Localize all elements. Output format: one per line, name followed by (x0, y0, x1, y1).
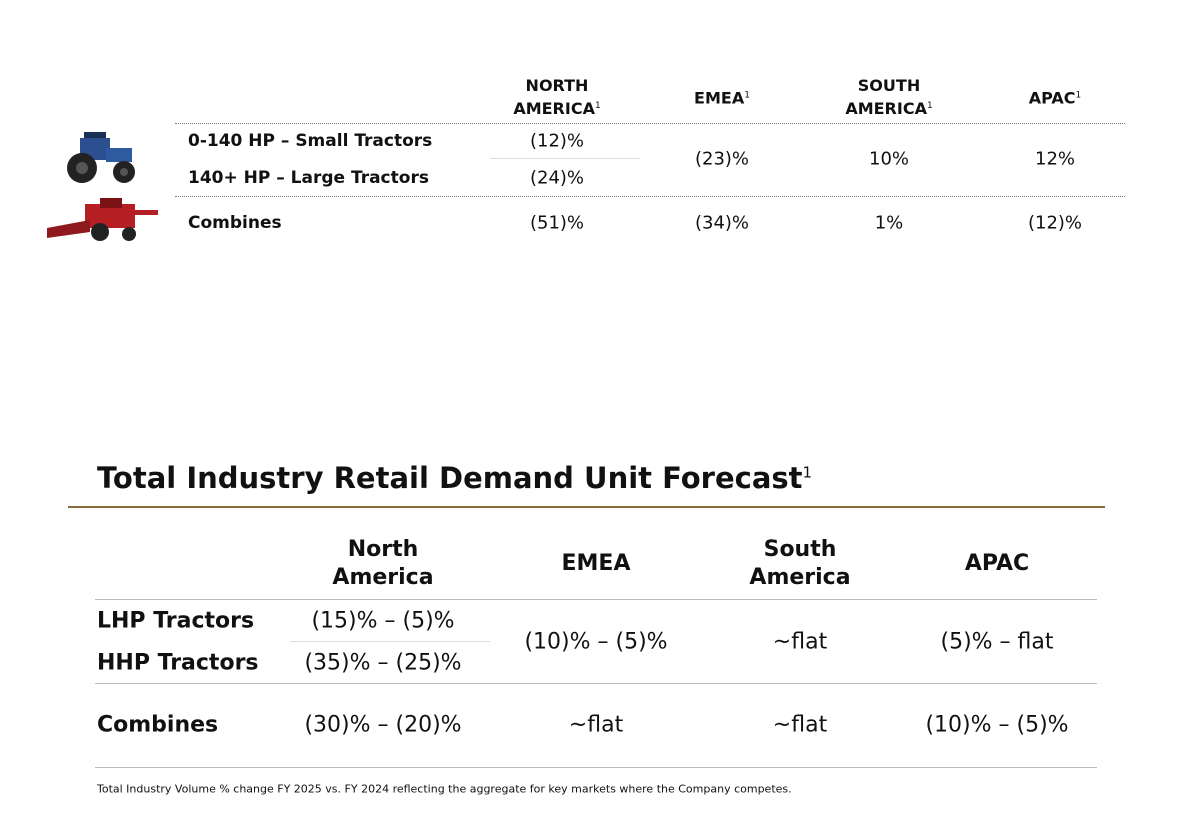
forecast-title: Total Industry Retail Demand Unit Foreca… (97, 461, 813, 495)
cell: (15)% – (5)% (311, 608, 455, 634)
header: SOUTH AMERICA1 (845, 75, 933, 119)
header: EMEA (561, 551, 631, 576)
cell: 10% (868, 148, 910, 170)
row-label: LHP Tractors (97, 608, 255, 634)
header: APAC1 (1028, 88, 1082, 108)
header: NORTH AMERICA1 (513, 75, 601, 119)
header: EMEA1 (694, 88, 750, 108)
row-label: Combines (188, 213, 282, 233)
divider (95, 767, 1097, 768)
divider (175, 196, 1125, 197)
divider (95, 683, 1097, 684)
cell: (34)% (694, 212, 750, 234)
cell: ~flat (772, 629, 828, 655)
row-label: HHP Tractors (97, 650, 259, 676)
header: North America (332, 537, 434, 590)
cell: (23)% (694, 148, 750, 170)
tractor-icon (67, 132, 135, 183)
cell: 1% (874, 212, 904, 234)
cell: (12)% (529, 130, 585, 152)
cell: (51)% (529, 212, 585, 234)
cell: (30)% – (20)% (304, 712, 462, 738)
divider (290, 641, 490, 642)
cell: (5)% – flat (940, 629, 1054, 655)
header: APAC (964, 551, 1030, 576)
combine-icon (47, 198, 158, 241)
divider (95, 599, 1097, 600)
row-label: 140+ HP – Large Tractors (188, 168, 429, 188)
cell: (12)% (1027, 212, 1083, 234)
header: South America (749, 537, 851, 590)
divider (175, 123, 1125, 124)
cell: (24)% (529, 167, 585, 189)
footnote: Total Industry Volume % change FY 2025 v… (97, 782, 792, 796)
cell: (10)% – (5)% (925, 712, 1069, 738)
cell: 12% (1034, 148, 1076, 170)
cell: (10)% – (5)% (524, 629, 668, 655)
title-rule (68, 506, 1105, 508)
cell: ~flat (568, 712, 624, 738)
cell: (35)% – (25)% (304, 650, 462, 676)
cell: ~flat (772, 712, 828, 738)
divider (490, 158, 640, 159)
row-label: 0-140 HP – Small Tractors (188, 131, 433, 151)
row-label: Combines (97, 712, 219, 738)
